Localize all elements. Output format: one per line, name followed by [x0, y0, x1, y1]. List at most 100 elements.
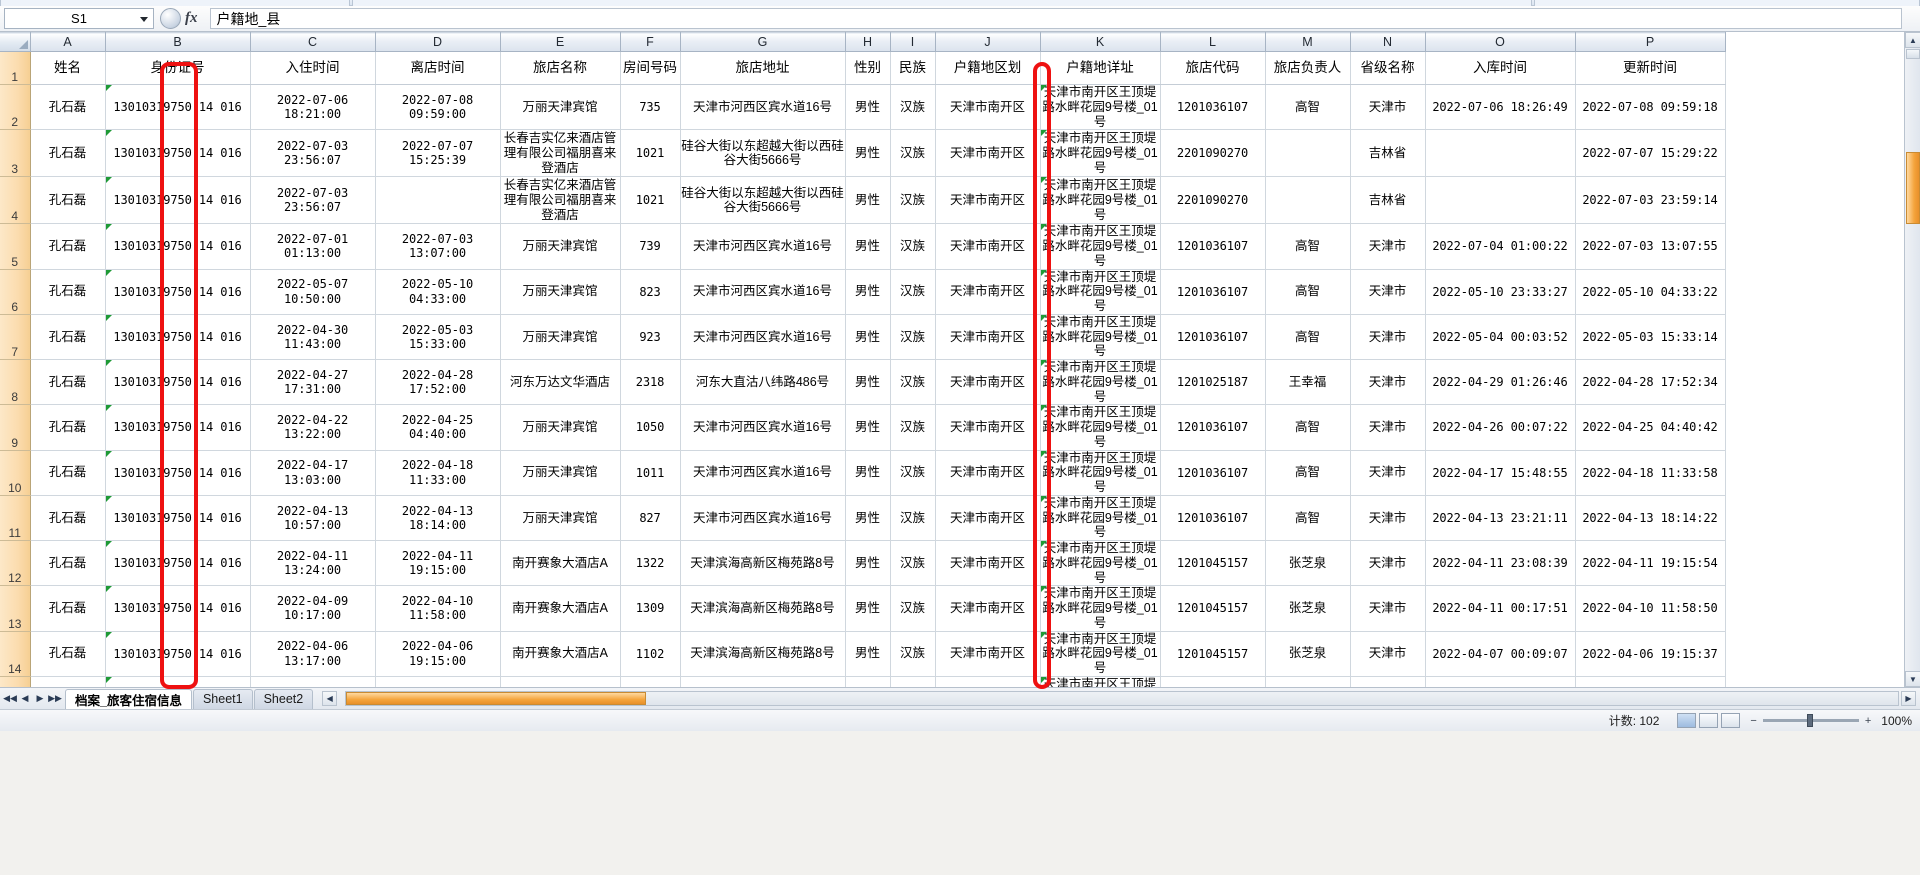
cell-J13[interactable]: 天津市南开区	[935, 585, 1041, 632]
column-header-E[interactable]: E	[500, 32, 621, 52]
column-header-L[interactable]: L	[1160, 32, 1266, 52]
cell-N10[interactable]: 天津市	[1350, 450, 1426, 496]
cell-F11[interactable]: 827	[620, 495, 681, 542]
cell-L11[interactable]: 1201036107	[1160, 495, 1266, 542]
cell-O9[interactable]: 2022-04-26 00:07:22	[1425, 404, 1576, 451]
cell-K4[interactable]: 天津市南开区王顶堤路水畔花园9号楼_01号	[1040, 176, 1161, 225]
first-sheet-icon[interactable]: ◀◀	[3, 693, 17, 703]
cell-N6[interactable]: 天津市	[1350, 269, 1426, 315]
row-header-13[interactable]: 13	[0, 585, 31, 632]
cell-M2[interactable]: 高智	[1265, 84, 1351, 131]
cell-D6[interactable]: 2022-05-10 04:33:00	[375, 269, 501, 315]
cell-E7[interactable]: 万丽天津宾馆	[500, 314, 621, 361]
cell-B7[interactable]: 13010319750 14 016	[105, 314, 251, 361]
sheet-tab-0[interactable]: 档案_旅客住宿信息	[65, 688, 192, 709]
cell-P5[interactable]: 2022-07-03 13:07:55	[1575, 223, 1726, 270]
cell-G5[interactable]: 天津市河西区宾水道16号	[680, 223, 846, 270]
cell-L6[interactable]: 1201036107	[1160, 269, 1266, 315]
cell-A8[interactable]: 孔石磊	[30, 359, 106, 406]
cell-N7[interactable]: 天津市	[1350, 314, 1426, 361]
cell-E11[interactable]: 万丽天津宾馆	[500, 495, 621, 542]
row-header-1[interactable]: 1	[0, 51, 31, 85]
cell-N12[interactable]: 天津市	[1350, 540, 1426, 587]
cell-E12[interactable]: 南开赛象大酒店A	[500, 540, 621, 587]
cell-H3[interactable]: 男性	[845, 129, 891, 178]
cell-H4[interactable]: 男性	[845, 176, 891, 225]
row-header-4[interactable]: 4	[0, 176, 31, 225]
row-header-9[interactable]: 9	[0, 404, 31, 451]
cell-G10[interactable]: 天津市河西区宾水道16号	[680, 450, 846, 496]
cell-F2[interactable]: 735	[620, 84, 681, 131]
row-header-10[interactable]: 10	[0, 450, 31, 496]
cell-C2[interactable]: 2022-07-06 18:21:00	[250, 84, 376, 131]
cell-O13[interactable]: 2022-04-11 00:17:51	[1425, 585, 1576, 632]
next-sheet-icon[interactable]: ▶	[36, 693, 44, 703]
cell-B13[interactable]: 13010319750 14 016	[105, 585, 251, 632]
cell-E15[interactable]: 南开赛象大酒店A	[500, 676, 621, 687]
cell-C7[interactable]: 2022-04-30 11:43:00	[250, 314, 376, 361]
formula-input[interactable]: 户籍地_县	[209, 8, 1902, 29]
cell-O11[interactable]: 2022-04-13 23:21:11	[1425, 495, 1576, 542]
cell-B14[interactable]: 13010319750 14 016	[105, 631, 251, 677]
cell-J7[interactable]: 天津市南开区	[935, 314, 1041, 361]
cell-F4[interactable]: 1021	[620, 176, 681, 225]
cell-M12[interactable]: 张芝泉	[1265, 540, 1351, 587]
cell-F3[interactable]: 1021	[620, 129, 681, 178]
cell-E3[interactable]: 长春吉实亿来酒店管理有限公司福朋喜来登酒店	[500, 129, 621, 178]
cell-K11[interactable]: 天津市南开区王顶堤路水畔花园9号楼_01号	[1040, 495, 1161, 542]
row-header-7[interactable]: 7	[0, 314, 31, 361]
cell-J5[interactable]: 天津市南开区	[935, 223, 1041, 270]
cell-P3[interactable]: 2022-07-07 15:29:22	[1575, 129, 1726, 178]
column-header-P[interactable]: P	[1575, 32, 1726, 52]
cell-E6[interactable]: 万丽天津宾馆	[500, 269, 621, 315]
split-handle[interactable]	[1906, 49, 1920, 59]
cell-F7[interactable]: 923	[620, 314, 681, 361]
cell-F9[interactable]: 1050	[620, 404, 681, 451]
cell-G8[interactable]: 河东大直沽八纬路486号	[680, 359, 846, 406]
cell-L14[interactable]: 1201045157	[1160, 631, 1266, 677]
cell-E5[interactable]: 万丽天津宾馆	[500, 223, 621, 270]
cell-J9[interactable]: 天津市南开区	[935, 404, 1041, 451]
cell-K14[interactable]: 天津市南开区王顶堤路水畔花园9号楼_01号	[1040, 631, 1161, 677]
cell-A9[interactable]: 孔石磊	[30, 404, 106, 451]
cell-M9[interactable]: 高智	[1265, 404, 1351, 451]
cell-D9[interactable]: 2022-04-25 04:40:00	[375, 404, 501, 451]
cell-B5[interactable]: 13010319750 14 016	[105, 223, 251, 270]
cell-M7[interactable]: 高智	[1265, 314, 1351, 361]
insert-function-orb-icon[interactable]	[160, 8, 181, 29]
cell-I6[interactable]: 汉族	[890, 269, 936, 315]
cell-D7[interactable]: 2022-05-03 15:33:00	[375, 314, 501, 361]
cell-I3[interactable]: 汉族	[890, 129, 936, 178]
cell-O2[interactable]: 2022-07-06 18:26:49	[1425, 84, 1576, 131]
column-header-O[interactable]: O	[1425, 32, 1576, 52]
cell-D10[interactable]: 2022-04-18 11:33:00	[375, 450, 501, 496]
cell-I4[interactable]: 汉族	[890, 176, 936, 225]
cell-L8[interactable]: 1201025187	[1160, 359, 1266, 406]
zoom-out-icon[interactable]: −	[1750, 714, 1757, 727]
scroll-left-arrow-icon[interactable]: ◀	[322, 691, 338, 706]
row-header-3[interactable]: 3	[0, 129, 31, 178]
cell-K7[interactable]: 天津市南开区王顶堤路水畔花园9号楼_01号	[1040, 314, 1161, 361]
cell-O4[interactable]	[1425, 176, 1576, 225]
cell-A5[interactable]: 孔石磊	[30, 223, 106, 270]
row-header-2[interactable]: 2	[0, 84, 31, 131]
cell-M11[interactable]: 高智	[1265, 495, 1351, 542]
cell-H6[interactable]: 男性	[845, 269, 891, 315]
column-header-G[interactable]: G	[680, 32, 846, 52]
cell-O14[interactable]: 2022-04-07 00:09:07	[1425, 631, 1576, 677]
cell-M15[interactable]: 张芝泉	[1265, 676, 1351, 687]
cell-D14[interactable]: 2022-04-06 19:15:00	[375, 631, 501, 677]
cell-P6[interactable]: 2022-05-10 04:33:22	[1575, 269, 1726, 315]
cell-I10[interactable]: 汉族	[890, 450, 936, 496]
cell-B15[interactable]: 13010319750 14 016	[105, 676, 251, 687]
cell-J3[interactable]: 天津市南开区	[935, 129, 1041, 178]
page-break-view-icon[interactable]	[1721, 713, 1741, 728]
cell-B10[interactable]: 13010319750 14 016	[105, 450, 251, 496]
cell-C13[interactable]: 2022-04-09 10:17:00	[250, 585, 376, 632]
cell-M5[interactable]: 高智	[1265, 223, 1351, 270]
cell-J10[interactable]: 天津市南开区	[935, 450, 1041, 496]
cell-O8[interactable]: 2022-04-29 01:26:46	[1425, 359, 1576, 406]
cell-P7[interactable]: 2022-05-03 15:33:14	[1575, 314, 1726, 361]
scroll-down-arrow-icon[interactable]: ▼	[1905, 671, 1920, 687]
